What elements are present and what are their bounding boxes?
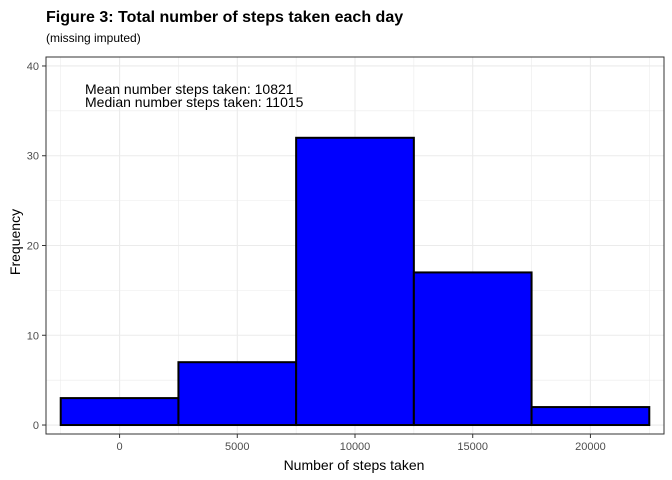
x-axis-title: Number of steps taken <box>284 457 425 473</box>
y-tick-label: 20 <box>27 241 39 253</box>
x-tick-label: 0 <box>117 441 123 453</box>
histogram-bar <box>177 361 298 427</box>
annotation-mean: Mean number steps taken: 10821 <box>85 81 294 97</box>
bars <box>59 136 651 427</box>
x-axis-ticks: 0 5000 10000 15000 20000 <box>117 434 606 453</box>
x-tick-label: 20000 <box>575 441 606 453</box>
histogram-bar <box>412 271 533 427</box>
x-tick-label: 5000 <box>225 441 249 453</box>
histogram-bar <box>530 406 651 427</box>
histogram-bar <box>295 136 415 427</box>
y-tick-label: 40 <box>27 61 39 73</box>
annotations: Mean number steps taken: 10821 Median nu… <box>85 81 304 110</box>
annotation-median: Median number steps taken: 11015 <box>85 94 304 110</box>
y-tick-label: 10 <box>27 330 39 342</box>
histogram-bar <box>59 397 180 427</box>
y-tick-label: 0 <box>33 420 39 432</box>
chart-title: Figure 3: Total number of steps taken ea… <box>46 9 403 26</box>
y-axis-ticks: 0 10 20 30 40 <box>27 61 46 432</box>
y-axis-title: Frequency <box>7 209 23 275</box>
chart-subtitle: (missing imputed) <box>46 31 141 45</box>
y-tick-label: 30 <box>27 151 39 163</box>
x-tick-label: 10000 <box>340 441 371 453</box>
x-tick-label: 15000 <box>457 441 488 453</box>
plot-panel: Mean number steps taken: 10821 Median nu… <box>45 56 665 435</box>
